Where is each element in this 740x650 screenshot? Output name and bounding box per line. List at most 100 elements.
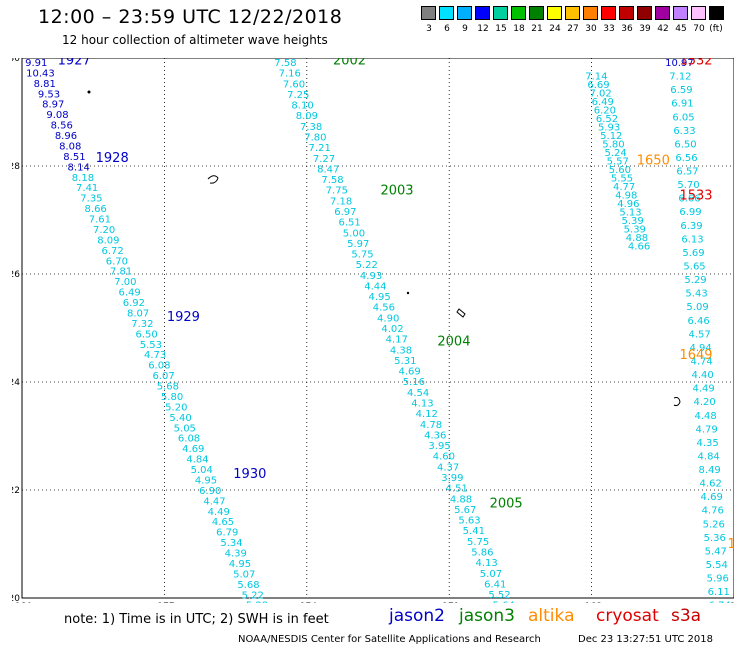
wave-height-value: 5.43: [685, 289, 707, 300]
scale-swatch: [655, 6, 670, 20]
wave-height-value: 4.93: [360, 271, 382, 282]
footnote: note: 1) Time is in UTC; 2) SWH is in fe…: [64, 612, 329, 627]
wave-height-value: 6.52: [596, 114, 618, 125]
wave-height-value: 6.49: [592, 97, 614, 108]
wave-height-value: 4.57: [688, 329, 710, 340]
wave-height-value: 4.48: [695, 411, 717, 422]
wave-height-value: 5.97: [347, 239, 369, 250]
wave-height-value: 9.91: [25, 58, 47, 69]
wave-height-value: 5.07: [233, 569, 255, 580]
wave-height-value: 5.22: [242, 590, 264, 601]
wave-height-value: 4.65: [212, 517, 234, 528]
wave-height-value: 6.50: [674, 139, 696, 150]
wave-height-value: 9.08: [46, 110, 68, 121]
wave-height-value: 5.04: [191, 465, 213, 476]
wave-height-value: 6.41: [484, 579, 506, 590]
pass-time-label: 1930: [233, 467, 266, 482]
lat-tick-label: 26: [12, 270, 20, 280]
scale-swatch: [421, 6, 436, 20]
wave-height-value: 6.46: [687, 316, 709, 327]
lon-tick-label: -180: [12, 602, 32, 603]
wave-height-value: 5.55: [611, 174, 633, 185]
wave-height-value: 4.20: [693, 397, 715, 408]
wave-height-value: 6.07: [152, 371, 174, 382]
scale-label: 45: [675, 24, 687, 34]
wave-height-value: 5.39: [624, 225, 646, 236]
lat-tick-label: 30: [12, 58, 20, 64]
wave-height-value: 5.31: [394, 356, 416, 367]
scale-swatch: [529, 6, 544, 20]
wave-height-value: 7.12: [669, 72, 691, 83]
wave-height-value: 4.94: [689, 343, 711, 354]
wave-height-value: 4.44: [364, 281, 386, 292]
wave-height-value: 6.20: [594, 106, 616, 117]
wave-height-value: 7.38: [300, 122, 322, 133]
scale-swatch: [709, 6, 724, 20]
map-frame: [21, 58, 734, 599]
wave-height-value: 6.99: [679, 207, 701, 218]
wave-height-value: 6.70: [106, 256, 128, 267]
wave-height-value: 3.99: [441, 473, 463, 484]
wave-height-value: 4.88: [450, 494, 472, 505]
wave-height-value: 5.80: [161, 392, 183, 403]
wave-height-value: 5.53: [140, 340, 162, 351]
wave-height-value: 4.84: [698, 451, 720, 462]
wave-height-value: 4.02: [381, 324, 403, 335]
wave-height-value: 7.18: [330, 196, 352, 207]
wave-height-value: 5.22: [356, 260, 378, 271]
scale-swatch: [619, 6, 634, 20]
scale-swatch: [475, 6, 490, 20]
scale-label: 6: [444, 24, 450, 34]
pass-time-label: 1649: [679, 348, 712, 363]
wave-height-value: 5.52: [488, 590, 510, 601]
wave-height-value: 4.49: [208, 507, 230, 518]
wave-height-value: 5.68: [157, 382, 179, 393]
scale-label: 27: [567, 24, 579, 34]
wave-height-value: 4.38: [390, 345, 412, 356]
wave-height-value: 5.70: [677, 180, 699, 191]
island-shape: [456, 308, 466, 318]
wave-height-value: 7.61: [89, 215, 111, 226]
wave-height-value: 10.43: [26, 68, 55, 79]
wave-height-value: 6.08: [178, 434, 200, 445]
wave-height-value: 5.80: [602, 140, 624, 151]
wave-height-value: 7.25: [287, 90, 309, 101]
wave-height-value: 5.00: [343, 228, 365, 239]
wave-height-value: 5.05: [174, 423, 196, 434]
scale-swatch: [637, 6, 652, 20]
wave-height-value: 5.69: [682, 248, 704, 259]
wave-height-value: 5.16: [403, 377, 425, 388]
wave-height-value: 5.47: [705, 546, 727, 557]
wave-height-value: 4.54: [407, 388, 429, 399]
wave-height-value: 4.95: [195, 475, 217, 486]
wave-height-value: 6.97: [334, 207, 356, 218]
scale-swatch: [547, 6, 562, 20]
wave-height-value: 8.18: [72, 173, 94, 184]
lon-tick-label: -16: [727, 602, 734, 603]
wave-height-value: 5.09: [686, 302, 708, 313]
timestamp-text: Dec 23 13:27:51 UTC 2018: [578, 634, 713, 645]
wave-height-value: 7.14: [585, 72, 607, 83]
wave-height-value: 5.36: [704, 533, 726, 544]
legend-entry: cryosat: [596, 606, 659, 626]
wave-height-value: 4.98: [615, 191, 637, 202]
wave-height-value: 5.26: [703, 519, 725, 530]
wave-height-value: 4.74: [690, 356, 712, 367]
wave-height-value: 4.79: [696, 424, 718, 435]
wave-height-value: 4.62: [700, 479, 722, 490]
wave-height-value: 4.35: [697, 438, 719, 449]
wave-height-value: 8.49: [699, 465, 721, 476]
pass-time-label: 1533: [679, 189, 712, 204]
wave-height-value: 4.51: [446, 484, 468, 495]
wave-height-value: 8.10: [291, 101, 313, 112]
wave-height-value: 8.97: [42, 100, 64, 111]
wave-height-value: 5.54: [706, 560, 728, 571]
lon-tick-label: -174: [297, 602, 318, 603]
wave-height-value: 9.53: [38, 89, 60, 100]
wave-height-value: 5.12: [600, 131, 622, 142]
wave-height-value: 4.56: [373, 303, 395, 314]
wave-height-value: 7.00: [114, 277, 136, 288]
wave-height-value: 6.33: [673, 126, 695, 137]
scale-label: 30: [585, 24, 597, 34]
lon-tick-label: -168: [581, 602, 602, 603]
